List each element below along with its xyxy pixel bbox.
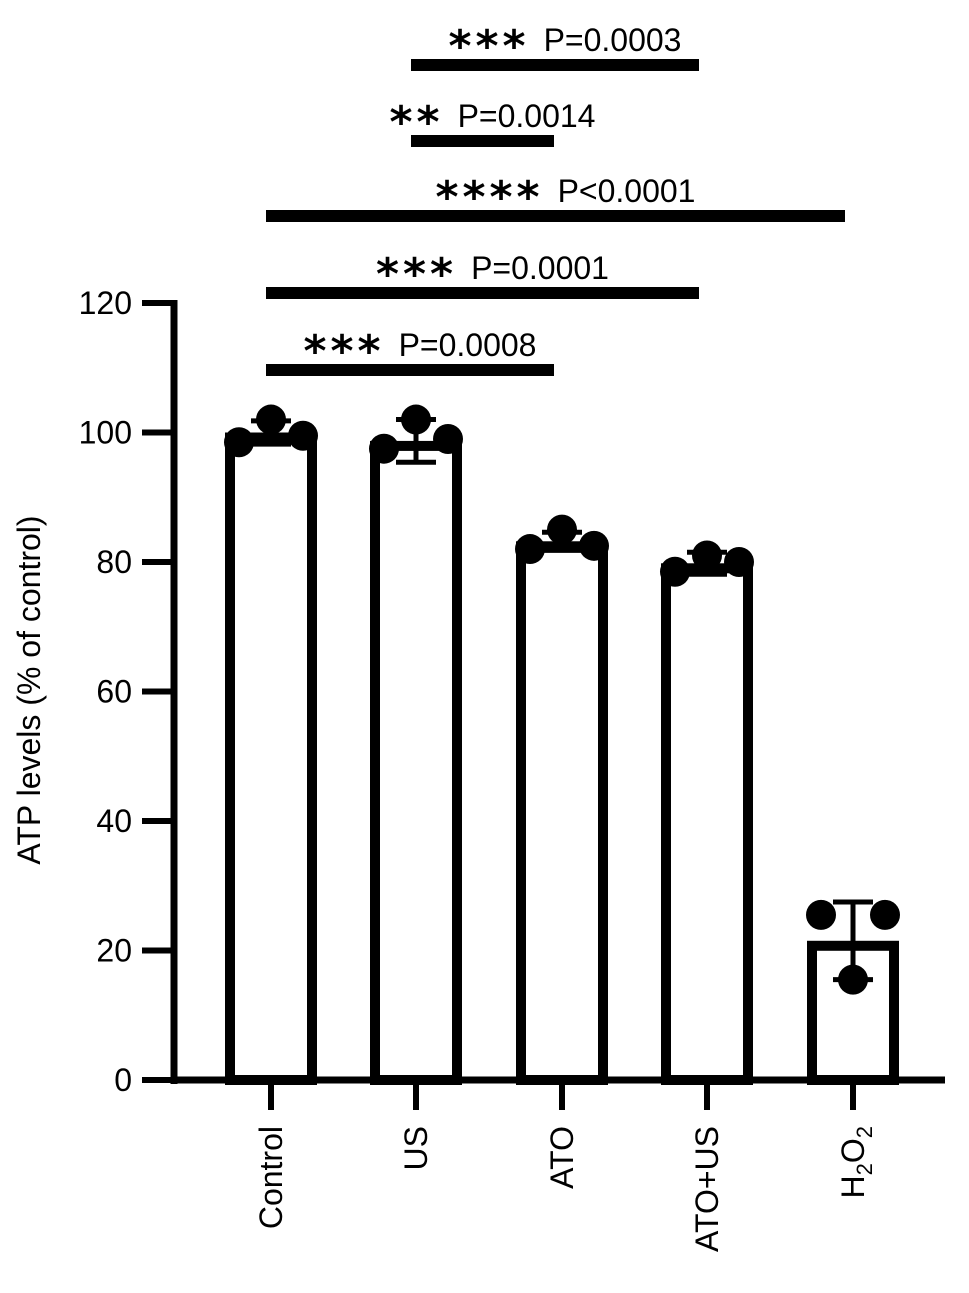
y-tick-label: 0 bbox=[114, 1062, 132, 1098]
data-point-us bbox=[433, 423, 463, 454]
significance-label: *** P=0.0001 bbox=[376, 249, 609, 300]
data-point-us bbox=[401, 404, 431, 435]
significance-stars: *** bbox=[304, 326, 385, 377]
x-tick-label: H2O2 bbox=[835, 1126, 877, 1199]
labels-layer: ATP levels (% of control) bbox=[11, 515, 47, 864]
significance-label: ** P=0.0014 bbox=[390, 97, 596, 148]
significance-stars: **** bbox=[436, 172, 544, 223]
x-tick-label: ATO+US bbox=[689, 1126, 725, 1252]
significance-stars: *** bbox=[376, 249, 457, 300]
data-point-h2o2 bbox=[806, 899, 836, 930]
y-tick-label: 100 bbox=[79, 415, 132, 451]
x-tick-label: US bbox=[398, 1126, 434, 1170]
data-point-h2o2 bbox=[870, 899, 900, 930]
bar-control bbox=[225, 432, 317, 1085]
y-axis-label: ATP levels (% of control) bbox=[11, 515, 47, 864]
data-point-control bbox=[256, 404, 286, 435]
data-point-ato-us bbox=[724, 547, 754, 577]
p-value: P<0.0001 bbox=[558, 173, 696, 209]
significance-label: *** P=0.0008 bbox=[304, 326, 537, 377]
data-point-ato bbox=[515, 534, 545, 565]
significance-layer: *** P=0.0003 ** P=0.0014 **** P<0.0001 *** P=0.… bbox=[266, 21, 845, 377]
bars-layer bbox=[224, 404, 900, 1086]
y-tick-label: 80 bbox=[96, 544, 132, 580]
y-tick-label: 40 bbox=[96, 803, 132, 839]
bar-ato bbox=[516, 541, 608, 1085]
significance-stars: ** bbox=[390, 97, 444, 148]
data-point-ato bbox=[547, 514, 577, 545]
p-value: P=0.0014 bbox=[458, 98, 596, 134]
p-value: P=0.0008 bbox=[399, 327, 537, 363]
data-point-us bbox=[369, 433, 399, 464]
significance-stars: *** bbox=[449, 21, 530, 72]
y-tick-label: 120 bbox=[79, 285, 132, 321]
p-value: P=0.0001 bbox=[471, 250, 609, 286]
significance-label: **** P<0.0001 bbox=[436, 172, 696, 223]
data-point-control bbox=[288, 420, 318, 451]
significance-label: *** P=0.0003 bbox=[449, 21, 682, 72]
data-point-ato bbox=[579, 530, 609, 561]
x-tick-label: Control bbox=[253, 1126, 289, 1229]
data-point-control bbox=[224, 427, 254, 458]
axes-layer: 0 20 40 60 80 100 120 Control US ATO ATO+US H2O2 bbox=[79, 285, 945, 1252]
bar-us bbox=[370, 440, 462, 1086]
bar-ato-us bbox=[661, 563, 753, 1085]
y-tick-label: 60 bbox=[96, 674, 132, 710]
x-tick-label: ATO bbox=[544, 1126, 580, 1189]
data-point-ato-us bbox=[660, 556, 690, 587]
y-tick-label: 20 bbox=[96, 933, 132, 969]
data-point-h2o2 bbox=[838, 964, 868, 995]
p-value: P=0.0003 bbox=[544, 22, 682, 58]
data-point-ato-us bbox=[692, 540, 722, 571]
